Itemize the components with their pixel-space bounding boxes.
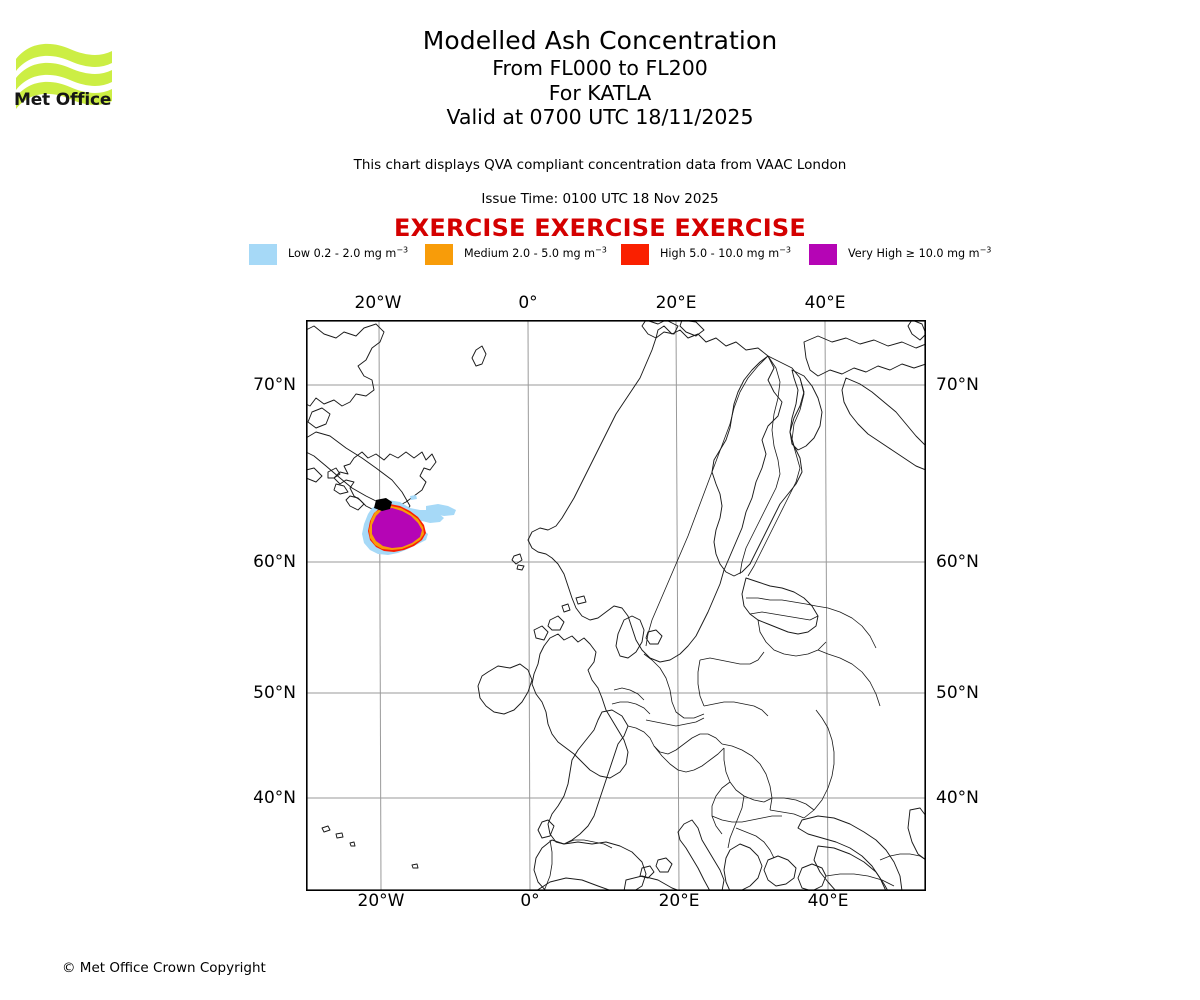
legend-item-very-high: Very High ≥ 10.0 mg m−3 (809, 242, 991, 266)
concentration-legend: Low 0.2 - 2.0 mg m−3 Medium 2.0 - 5.0 mg… (249, 242, 991, 266)
lat-tick-left-50n: 50°N (253, 683, 296, 703)
title-line-2: From FL000 to FL200 (492, 56, 708, 80)
legend-label-low: Low 0.2 - 2.0 mg m−3 (288, 245, 409, 261)
qva-compliance-note: This chart displays QVA compliant concen… (353, 157, 847, 173)
plume-very-high (372, 508, 422, 548)
lon-tick-bottom-20w: 20°W (357, 891, 405, 911)
ash-plume (362, 495, 456, 555)
lat-tick-right-60n: 60°N (936, 552, 979, 572)
lon-tick-bottom-0: 0° (520, 891, 540, 911)
plume-low-speck (410, 495, 417, 500)
lon-tick-top-40e: 40°E (804, 293, 846, 313)
country-borders (543, 355, 926, 891)
legend-label-medium: Medium 2.0 - 5.0 mg m−3 (464, 245, 607, 261)
lon-tick-top-20w: 20°W (354, 293, 402, 313)
copyright-notice: © Met Office Crown Copyright (62, 960, 266, 976)
legend-item-low: Low 0.2 - 2.0 mg m−3 (249, 242, 408, 266)
met-office-logo (16, 43, 112, 109)
lon-tick-top-20e: 20°E (655, 293, 697, 313)
legend-swatch-medium (425, 243, 453, 265)
title-line-4: Valid at 0700 UTC 18/11/2025 (446, 105, 754, 129)
chart-title-block: Modelled Ash Concentration From FL000 to… (0, 28, 1200, 132)
legend-label-high: High 5.0 - 10.0 mg m−3 (660, 245, 791, 261)
legend-item-high: High 5.0 - 10.0 mg m−3 (621, 242, 791, 266)
lat-tick-right-50n: 50°N (936, 683, 979, 703)
plume-low-spur (426, 504, 456, 516)
lon-tick-bottom-40e: 40°E (807, 891, 849, 911)
lat-tick-left-60n: 60°N (253, 552, 296, 572)
lat-tick-left-40n: 40°N (253, 788, 296, 808)
lat-tick-right-70n: 70°N (936, 375, 979, 395)
lat-tick-left-70n: 70°N (253, 375, 296, 395)
volcano-source-marker (374, 498, 392, 511)
map-panel[interactable] (306, 320, 926, 891)
lat-tick-right-40n: 40°N (936, 788, 979, 808)
legend-swatch-very-high (809, 243, 837, 265)
lon-tick-top-0: 0° (518, 293, 538, 313)
met-office-wordmark: Met Office (14, 90, 112, 110)
issue-time-label: Issue Time: 0100 UTC 18 Nov 2025 (481, 191, 719, 207)
legend-swatch-high (621, 243, 649, 265)
legend-item-medium: Medium 2.0 - 5.0 mg m−3 (425, 242, 607, 266)
title-line-3: For KATLA (548, 80, 652, 105)
exercise-banner: EXERCISE EXERCISE EXERCISE (394, 214, 806, 242)
legend-label-very-high: Very High ≥ 10.0 mg m−3 (848, 245, 992, 261)
lon-tick-bottom-20e: 20°E (658, 891, 700, 911)
map-frame (306, 320, 926, 891)
legend-swatch-low (249, 243, 277, 265)
map-svg (306, 320, 926, 891)
title-line-1: Modelled Ash Concentration (422, 26, 778, 55)
